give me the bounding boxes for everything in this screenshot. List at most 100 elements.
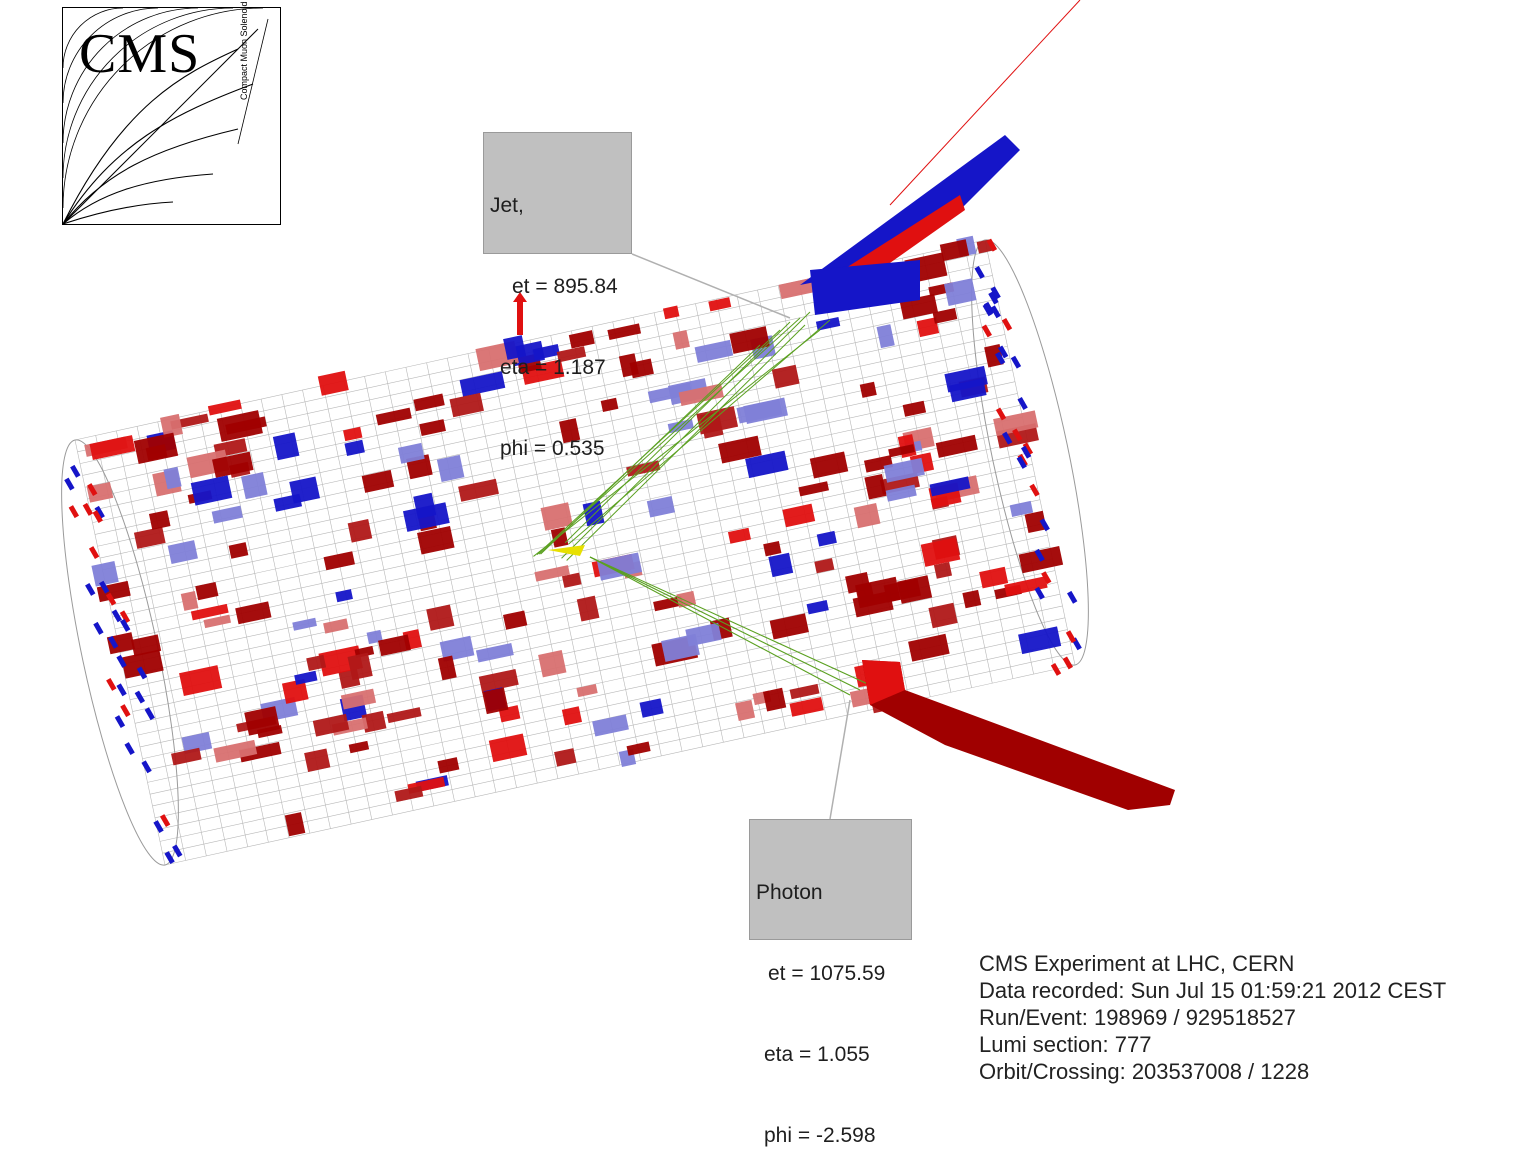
- calo-cell: [439, 635, 475, 662]
- jet-hcal-tower: [800, 135, 1020, 285]
- calo-cell: [809, 451, 849, 479]
- calo-cell: [920, 537, 961, 567]
- mesh-ring: [612, 321, 704, 747]
- endcap-cell: [986, 238, 998, 252]
- endcap-cell: [88, 546, 100, 559]
- jet-label-phi: phi = 0.535: [500, 437, 605, 460]
- calo-cell: [284, 812, 306, 837]
- calo-cell: [694, 339, 734, 363]
- endcap-cell: [990, 286, 1001, 300]
- endcap-cell: [93, 621, 104, 635]
- calo-cell: [672, 329, 690, 350]
- jet-label-et: et = 895.84: [512, 275, 618, 298]
- photon-label-eta: eta = 1.055: [764, 1043, 870, 1066]
- mesh-ring: [922, 253, 1014, 679]
- mesh-ring: [136, 426, 228, 852]
- endcap-cell: [1020, 445, 1032, 459]
- endcap-cell: [141, 760, 152, 774]
- calo-cell: [503, 610, 528, 630]
- calo-cell: [417, 526, 455, 555]
- mesh-ring: [736, 294, 828, 720]
- cms-logo: CMS Compact Muon Solenoid: [62, 1, 281, 225]
- endcap-cell: [70, 464, 81, 478]
- calo-cell: [771, 364, 800, 389]
- calo-cell: [736, 399, 783, 424]
- calo-cell: [948, 378, 987, 403]
- calo-cell: [238, 741, 282, 763]
- logo-subtitle: Compact Muon Solenoid: [239, 1, 249, 100]
- jet-label-title: Jet,: [490, 194, 524, 217]
- jet-cluster: [810, 260, 920, 315]
- calo-cell: [782, 503, 816, 528]
- photon-track: [589, 556, 861, 691]
- calo-cell: [678, 383, 724, 407]
- calo-cell: [576, 595, 600, 622]
- calo-cell: [437, 757, 460, 774]
- endcap-cell: [1067, 590, 1078, 604]
- calo-cell: [160, 413, 183, 438]
- calo-cell: [540, 502, 573, 531]
- calo-cell: [885, 484, 917, 502]
- jet-axis: [889, 0, 1081, 206]
- calo-cell: [343, 426, 363, 442]
- calo-cell: [806, 599, 829, 615]
- photon-cluster: [862, 660, 905, 705]
- calo-cell: [478, 668, 519, 693]
- calo-cell: [928, 602, 958, 629]
- calo-cell: [853, 503, 881, 529]
- endcap-cell: [1016, 456, 1027, 469]
- calo-cell: [488, 733, 528, 763]
- calo-cell: [729, 326, 770, 354]
- endcap-cell: [982, 303, 993, 317]
- photon-tower: [862, 660, 1175, 810]
- calo-cell: [559, 418, 581, 444]
- calo-cell: [437, 655, 457, 681]
- endcap-cell: [94, 505, 105, 519]
- calo-cell: [763, 540, 782, 557]
- calo-cell: [402, 502, 450, 532]
- calo-cell: [207, 399, 242, 416]
- endcap-cell: [68, 505, 80, 519]
- jet-track: [533, 329, 821, 557]
- calo-cell: [883, 457, 925, 483]
- mesh-ring: [384, 371, 476, 797]
- calo-cell: [195, 581, 219, 601]
- calo-cell: [592, 714, 629, 737]
- calo-cell: [344, 439, 365, 457]
- calorimeter-towers: [64, 235, 1082, 865]
- mesh-ring: [819, 276, 910, 702]
- calo-cell: [561, 706, 582, 726]
- calo-cell: [745, 450, 789, 479]
- calo-cell: [600, 397, 619, 413]
- calo-cell: [228, 542, 249, 559]
- endcap-cell: [1041, 571, 1052, 585]
- calo-cell: [292, 617, 317, 631]
- calo-cell: [962, 589, 982, 609]
- calo-cell: [888, 444, 915, 458]
- calo-cell: [361, 469, 395, 493]
- calo-cell: [133, 432, 179, 464]
- calo-cell: [386, 707, 422, 724]
- lumi-line: Lumi section: 777: [979, 1032, 1152, 1057]
- endcap-cell: [981, 324, 992, 338]
- calo-cell: [696, 406, 739, 435]
- calo-cell: [361, 710, 387, 733]
- calo-cell: [814, 558, 835, 574]
- calo-cell: [984, 344, 1004, 368]
- met-arrow: [513, 292, 527, 335]
- charged-tracks: [533, 311, 871, 696]
- calo-cell: [727, 527, 751, 544]
- endcap-cell: [111, 609, 123, 623]
- calo-cell: [190, 475, 233, 506]
- endcap-cell: [114, 715, 126, 728]
- calo-cell: [377, 634, 411, 657]
- photon-track: [589, 556, 871, 686]
- calo-cell: [347, 519, 373, 543]
- mesh-ring: [550, 335, 641, 761]
- calo-cell: [163, 466, 182, 490]
- calo-cell: [859, 381, 877, 398]
- run-event-line: Run/Event: 198969 / 929518527: [979, 1005, 1296, 1030]
- calo-cell: [1004, 576, 1048, 597]
- cms-logo-graphic: [63, 8, 269, 224]
- endcap-cell: [995, 407, 1007, 421]
